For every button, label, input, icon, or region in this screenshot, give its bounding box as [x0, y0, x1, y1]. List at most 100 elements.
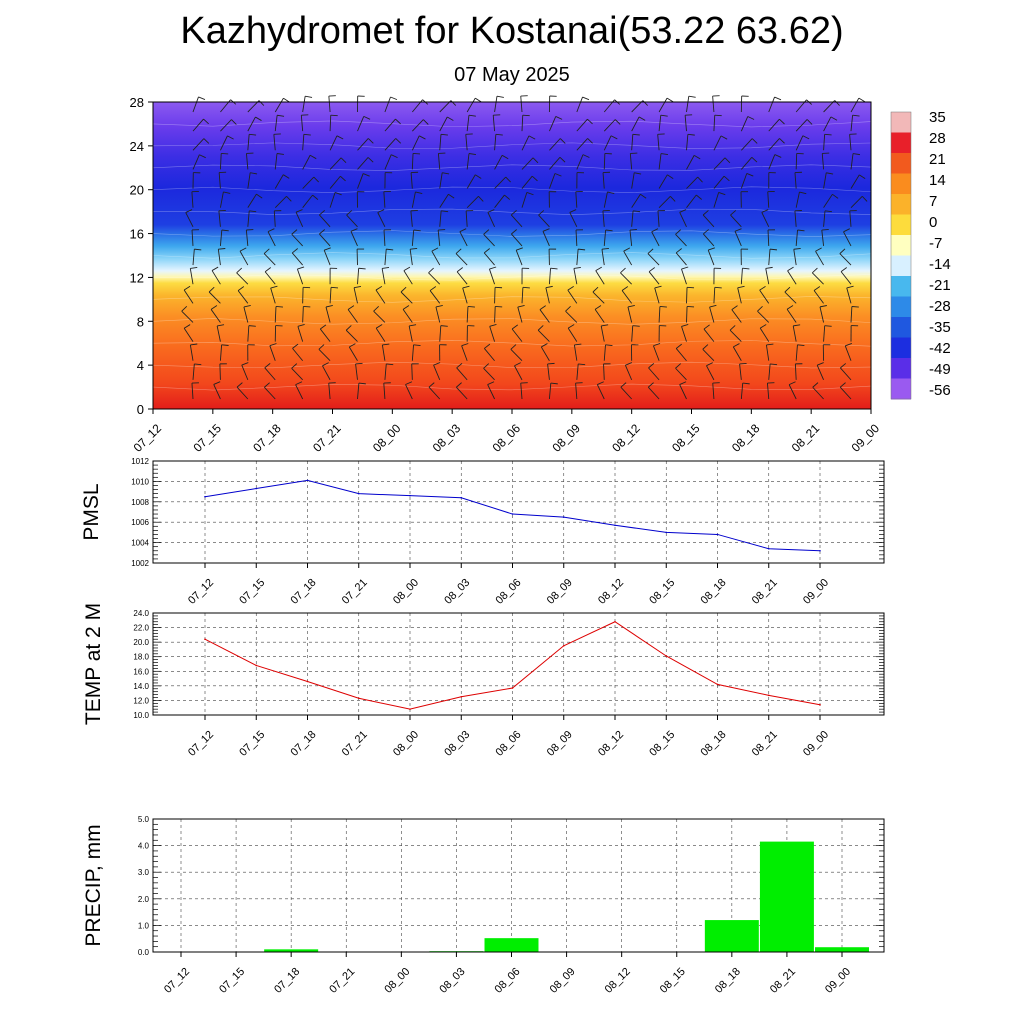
wind-barb [658, 97, 668, 113]
wind-barb [383, 229, 386, 246]
wind-barb [409, 249, 413, 266]
wind-barb [357, 173, 364, 189]
wind-barb-flag [475, 174, 482, 179]
wind-barb [302, 134, 305, 151]
wind-barb-flag [703, 324, 710, 330]
precip-bar [264, 949, 319, 952]
wind-barb [757, 310, 770, 323]
wind-barb [766, 383, 770, 400]
wind-barb-flag [275, 306, 284, 308]
wind-barb-flag [450, 100, 457, 106]
colorbar-swatch [891, 276, 911, 297]
wind-barb [192, 363, 195, 380]
wind-barb [812, 272, 824, 285]
wind-barb [264, 386, 276, 400]
x-tick-label: 07_21 [340, 729, 370, 759]
wind-barb-flag [249, 133, 257, 136]
wind-barb-flag [666, 97, 674, 103]
wind-barb [274, 195, 287, 208]
wind-barb-flag [610, 135, 618, 140]
wind-barb [487, 384, 495, 400]
wind-barb-flag [812, 267, 818, 274]
series-point [409, 708, 411, 710]
wind-barb-flag [403, 266, 411, 271]
wind-barb-flag [601, 324, 609, 327]
wind-barb-flag [797, 229, 805, 232]
wind-barb [795, 344, 798, 361]
wind-barb [319, 328, 331, 342]
wind-barb-flag [759, 285, 766, 291]
wind-barb-flag [391, 154, 398, 159]
wind-barb [794, 363, 797, 380]
wind-barb-flag [582, 154, 590, 158]
wind-barb-flag [441, 210, 449, 213]
wind-barb-flag [203, 118, 209, 125]
wind-barb-flag [840, 363, 847, 369]
y-tick-label: 20.0 [133, 638, 149, 647]
wind-barb-flag [340, 157, 347, 164]
wind-barb [384, 96, 391, 113]
wind-barb [575, 191, 578, 208]
wind-barb-flag [511, 324, 519, 330]
wind-barb [846, 287, 852, 304]
wind-barb-flag [528, 135, 536, 140]
wind-barb [620, 272, 632, 285]
wind-barb [545, 287, 550, 304]
wind-barb-flag [819, 305, 827, 308]
x-tick-label: 08_00 [391, 729, 421, 759]
wind-barb [793, 249, 797, 266]
wind-barb [686, 287, 688, 304]
y-tick-label: 8 [137, 314, 144, 329]
wind-barb [439, 325, 442, 342]
wind-barb-flag [221, 229, 229, 232]
wind-barb-flag [505, 176, 511, 183]
wind-barb [345, 329, 358, 342]
wind-barb-flag [547, 362, 555, 365]
wind-barb-flag [640, 193, 647, 199]
wind-barb [740, 268, 743, 285]
wind-barb-flag [679, 381, 687, 385]
wind-barb-flag [223, 191, 231, 194]
wind-barb-flag [648, 363, 655, 369]
x-tick-label: 07_12 [131, 421, 165, 455]
colorbar-swatch [891, 235, 911, 256]
wind-barb [375, 289, 386, 304]
wind-barb-flag [433, 362, 441, 366]
wind-barb-flag [511, 229, 518, 235]
wind-barb [653, 345, 660, 361]
contour-line [152, 296, 872, 303]
wind-barb-flag [319, 229, 326, 235]
contour-line [152, 230, 872, 237]
wind-barb [844, 345, 852, 361]
wind-barb [521, 287, 524, 304]
wind-barb-flag [382, 266, 390, 269]
wind-barb [329, 115, 332, 132]
wind-barb-flag [555, 116, 563, 120]
wind-barb [483, 367, 495, 381]
series-point [614, 620, 616, 623]
wind-barb [435, 306, 441, 323]
wind-barb-flag [516, 247, 523, 251]
series-point [204, 638, 206, 641]
wind-barb [236, 272, 249, 285]
wind-barb-flag [386, 248, 394, 251]
contour-line [152, 142, 872, 149]
wind-barb-flag [402, 305, 410, 310]
wind-barb [191, 191, 194, 208]
wind-barb-flag [687, 133, 695, 136]
wind-barb-flag [693, 154, 701, 160]
wind-barb [707, 249, 715, 266]
colorbar-label: -28 [929, 298, 951, 315]
wind-barb [713, 115, 716, 132]
wind-barb [466, 97, 476, 113]
wind-barb [850, 97, 860, 113]
wind-barb [549, 116, 557, 132]
wind-barb-flag [731, 305, 738, 310]
x-tick-label: 09_00 [801, 729, 831, 759]
wind-barb [521, 192, 528, 208]
colorbar-label: 28 [929, 130, 946, 147]
x-tick-label: 08_12 [596, 729, 626, 759]
wind-barb [348, 346, 358, 361]
wind-barb-flag [774, 96, 782, 101]
wind-barb-flag [633, 210, 641, 213]
